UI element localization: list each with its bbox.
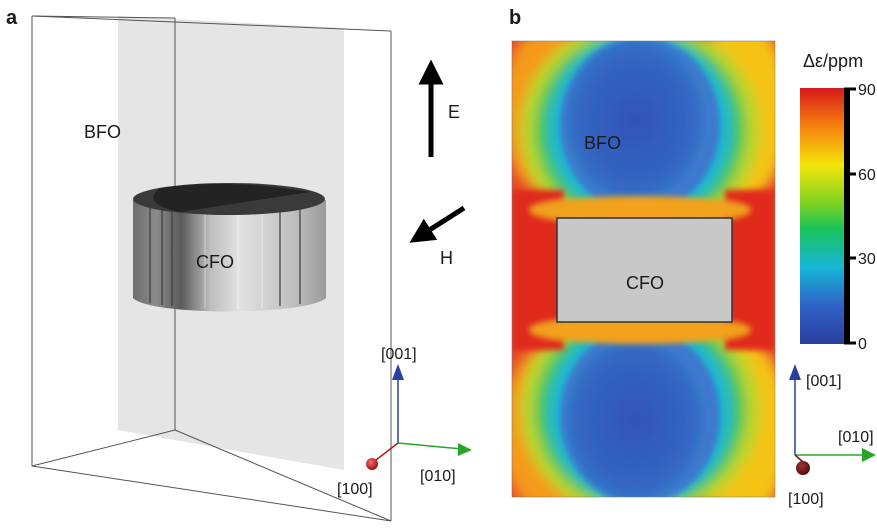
axes-triad-b xyxy=(789,364,876,475)
axis-010-arrowhead-b xyxy=(862,448,876,462)
axis-100-label-a: [100] xyxy=(337,481,373,498)
panel-b: b xyxy=(509,7,876,508)
cfo-label-a: CFO xyxy=(196,252,234,272)
colorbar-ticks xyxy=(844,87,856,345)
cfo-cylinder xyxy=(133,183,326,312)
cfo-inclusion xyxy=(556,217,733,323)
panel-b-letter: b xyxy=(509,7,521,29)
colorbar-scale-bar xyxy=(844,88,850,344)
h-field-arrow xyxy=(409,205,466,243)
bfo-label-b: BFO xyxy=(584,133,621,153)
colorbar xyxy=(800,88,844,344)
e-label: E xyxy=(448,102,460,122)
panel-a-letter: a xyxy=(6,7,18,29)
panel-a: a BFO xyxy=(6,7,472,522)
axis-001-arrowhead-a xyxy=(392,364,404,380)
bfo-label-a: BFO xyxy=(84,122,121,142)
axis-001-label-a: [001] xyxy=(381,346,417,363)
axis-001-arrowhead-b xyxy=(789,364,801,380)
colorbar-tick-0: 0 xyxy=(858,336,867,353)
colorbar-tick-60: 60 xyxy=(858,167,876,184)
axis-010-arrowhead-a xyxy=(458,443,472,456)
axis-100-sphere-a xyxy=(366,458,378,470)
colorbar-title: Δε/ppm xyxy=(803,51,863,71)
axis-010-label-b: [010] xyxy=(838,429,874,446)
axes-triad-a xyxy=(366,364,472,470)
h-label: H xyxy=(440,248,453,268)
axis-100-sphere-b xyxy=(796,461,810,475)
axis-010-label-a: [010] xyxy=(420,468,456,485)
cfo-label-b: CFO xyxy=(626,273,664,293)
colorbar-tick-90: 90 xyxy=(858,82,876,99)
axis-100-label-b: [100] xyxy=(788,491,824,508)
colorbar-tick-30: 30 xyxy=(858,251,876,268)
axis-001-label-b: [001] xyxy=(806,373,842,390)
